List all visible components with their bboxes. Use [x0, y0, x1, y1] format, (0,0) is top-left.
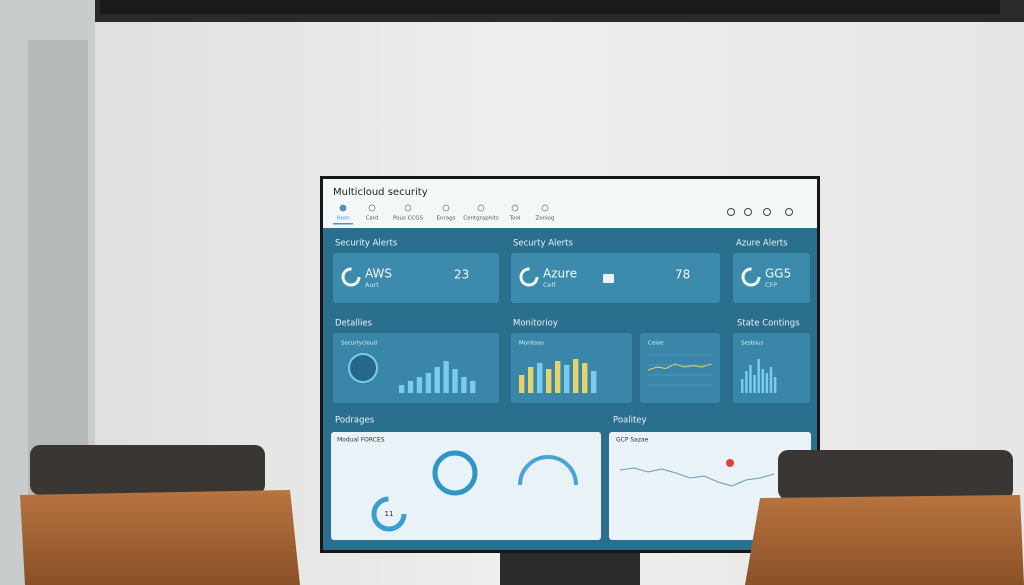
section-label: Detallies — [335, 319, 373, 329]
bar — [416, 377, 423, 393]
panel-title: GCP Sazae — [616, 437, 649, 444]
section-label: Monitorioy — [513, 319, 558, 329]
card-name: AWS — [365, 267, 392, 281]
bar — [773, 377, 777, 393]
bar — [765, 373, 769, 393]
chair-left — [20, 445, 300, 585]
card-icon — [341, 267, 361, 287]
bar — [741, 379, 744, 393]
bar — [443, 361, 449, 393]
tab-icon — [541, 204, 549, 212]
card-name: Azure — [543, 267, 577, 281]
screen-title: Multicloud security — [333, 187, 428, 198]
section-label: Poalitey — [613, 416, 647, 426]
tab[interactable]: Pous CCGS — [393, 216, 424, 222]
tab[interactable]: Tool — [509, 216, 521, 222]
panel-title: Modual FORCES — [337, 437, 385, 444]
tab[interactable]: Card — [366, 216, 379, 222]
tab[interactable]: Enrags — [437, 216, 456, 222]
tab-icon — [477, 204, 485, 212]
chair-back — [778, 450, 1013, 500]
chair-right — [745, 450, 1024, 585]
alert-dot — [726, 459, 734, 467]
alert-card — [333, 253, 499, 303]
bar — [537, 363, 543, 393]
bar — [761, 369, 765, 393]
bar — [745, 371, 748, 393]
lock-icon — [603, 274, 614, 283]
donut — [432, 450, 478, 496]
bottom-panel — [331, 432, 601, 540]
card-sub: Celf — [543, 281, 556, 289]
card-icon — [519, 267, 539, 287]
card-sub: Aurt — [365, 281, 379, 289]
section-label: Podrages — [335, 416, 375, 426]
bar — [555, 361, 561, 393]
tab-icon — [339, 204, 347, 212]
toolbar-icon — [744, 208, 752, 216]
monitor-stand — [500, 553, 640, 585]
alert-card — [733, 253, 810, 303]
section-label: Azure Alerts — [736, 239, 788, 249]
panel-title: Monltoas — [519, 341, 544, 347]
bar — [452, 369, 458, 393]
toolbar-icon — [727, 208, 735, 216]
tab[interactable]: Centgraphits — [463, 216, 499, 222]
section-label: Securty Alerts — [513, 239, 573, 249]
bar — [546, 369, 552, 393]
alert-card — [511, 253, 720, 303]
section-label: State Contings — [737, 319, 800, 329]
chair-seat — [745, 495, 1024, 585]
tab[interactable]: Zoniog — [535, 216, 554, 222]
toolbar-icon — [763, 208, 771, 216]
chair-seat — [20, 490, 300, 585]
tab-underline — [333, 223, 353, 225]
bar — [399, 385, 405, 393]
bar — [461, 377, 467, 393]
line — [647, 363, 712, 371]
card-icon — [741, 267, 761, 287]
bar — [573, 359, 579, 393]
chair-back — [30, 445, 265, 495]
card-count: 23 — [454, 268, 469, 282]
donut — [371, 496, 407, 532]
gauge — [518, 455, 578, 486]
ceiling-trim — [100, 0, 1000, 14]
bar — [425, 373, 431, 393]
card-name: GG5 — [765, 267, 791, 281]
tab-icon — [368, 204, 376, 212]
toolbar-icon — [785, 208, 793, 216]
tab[interactable]: Hom — [337, 216, 350, 222]
panel-title: Securtycloud — [341, 341, 377, 347]
line — [619, 467, 775, 487]
gauge-value: 11 — [385, 510, 394, 518]
bar — [407, 381, 414, 393]
bar — [519, 375, 525, 393]
bar — [749, 365, 752, 393]
shield-icon — [348, 353, 378, 383]
bar — [753, 375, 756, 393]
detail-panel — [640, 333, 720, 403]
panel-title: Sesbsus — [741, 341, 764, 347]
bar — [757, 359, 760, 393]
panel-title: Celoe — [648, 341, 664, 347]
bar — [582, 363, 588, 393]
tab-icon — [404, 204, 412, 212]
tab-icon — [442, 204, 450, 212]
bar — [434, 367, 440, 393]
section-label: Security Alerts — [335, 239, 398, 249]
bar — [470, 381, 476, 393]
card-sub: CFP — [765, 281, 777, 289]
bar — [769, 367, 773, 393]
bar — [591, 371, 597, 393]
bar — [528, 367, 534, 393]
screen-header — [323, 179, 817, 228]
card-count: 78 — [675, 268, 690, 282]
bar — [564, 365, 570, 393]
tab-icon — [511, 204, 519, 212]
